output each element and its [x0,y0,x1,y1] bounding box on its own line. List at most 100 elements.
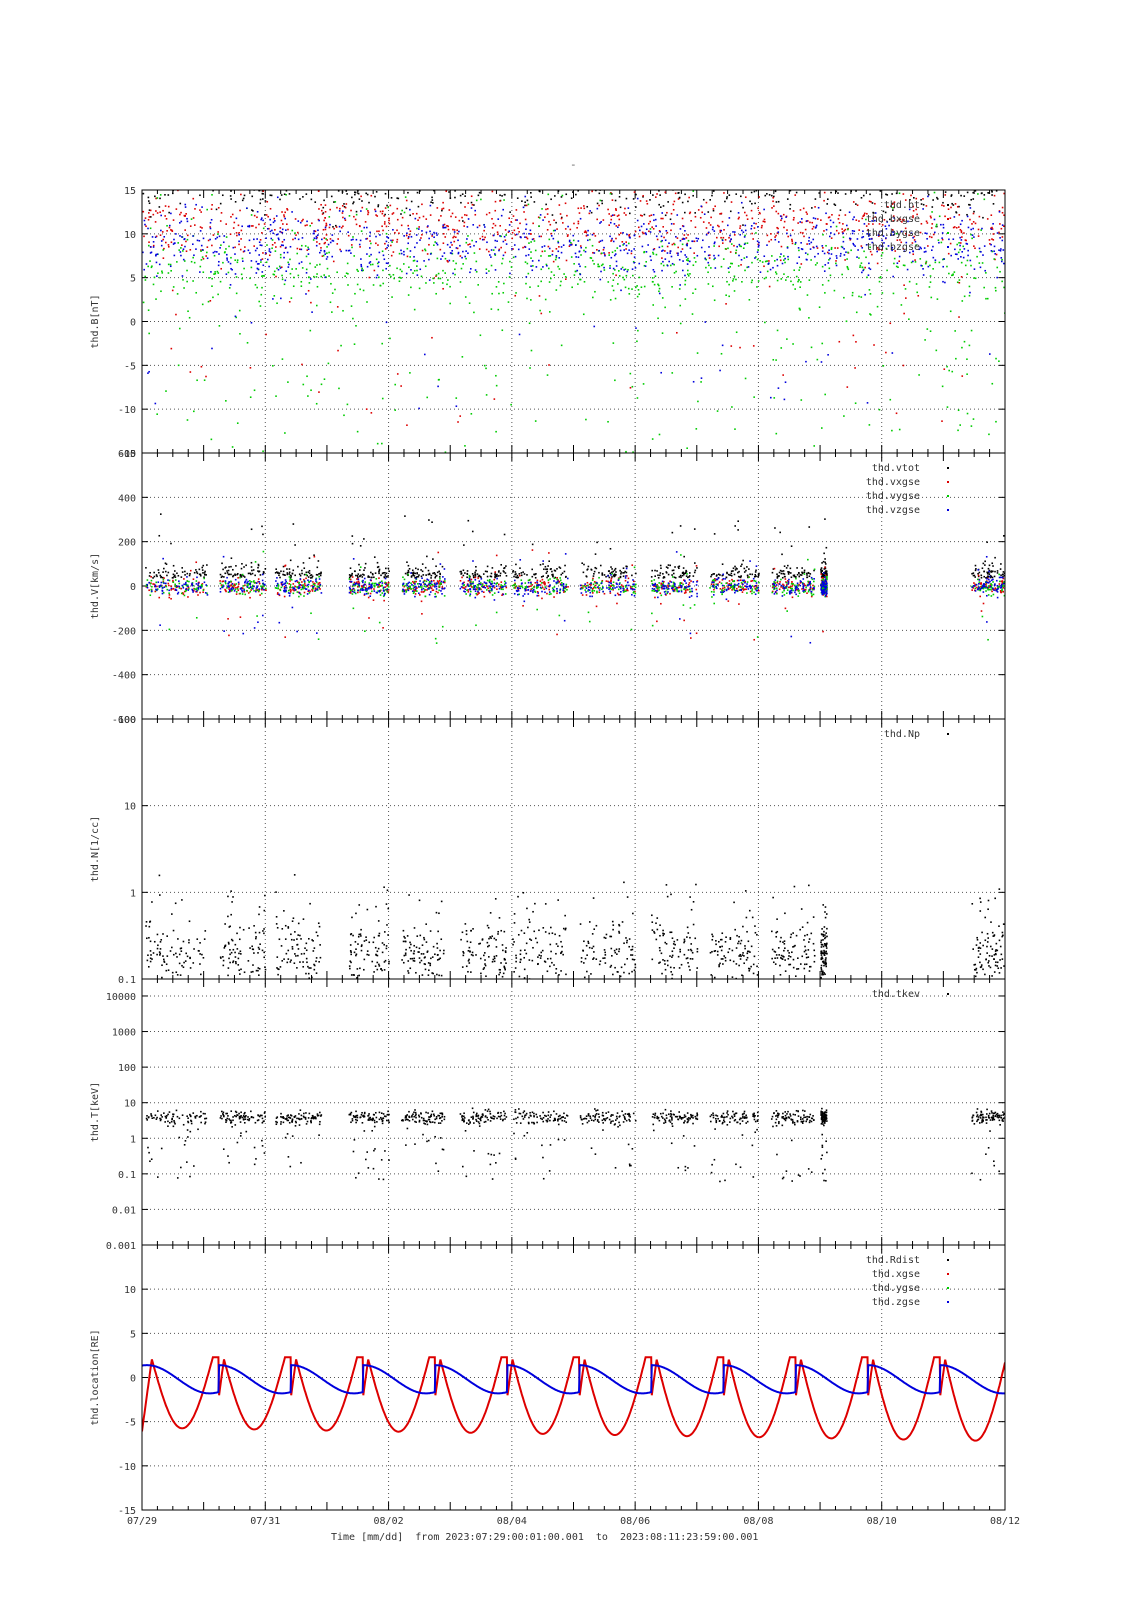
point-thd.bzgse [201,249,204,251]
point-thd.bxgse [960,231,963,234]
point-thd.bt [428,181,430,183]
point-thd.bygse [612,342,615,344]
point-thd.bygse [206,251,208,254]
point-thd.bt [955,211,958,214]
point-thd.bzgse [620,289,622,292]
point-thd.bt [397,197,400,200]
point-thd.bxgse [889,322,892,325]
point-thd.bzgse [218,235,221,238]
point-thd.bzgse [871,241,874,244]
point-thd.bt [264,200,267,202]
point-thd.bt [332,226,334,228]
point-thd.bt [936,198,939,200]
point-thd.bzgse [423,353,426,356]
point-thd.bygse [679,304,682,307]
point-thd.bt [460,201,462,204]
point-thd.bxgse [772,200,774,203]
point-thd.bt [991,191,993,193]
point-thd.bzgse [959,236,961,239]
point-thd.bxgse [961,375,964,377]
point-thd.bzgse [781,262,784,265]
point-thd.bt [352,201,355,203]
point-thd.bxgse [930,236,933,239]
point-thd.bxgse [708,222,710,224]
point-thd.bt [795,191,798,194]
point-thd.vtot [657,577,660,579]
point-thd.bxgse [901,221,903,223]
point-thd.bygse [585,246,587,249]
point-thd.bzgse [298,262,301,265]
point-thd.bygse [898,192,901,195]
point-thd.bt [884,211,887,214]
point-thd.vxgse [384,586,387,588]
point-thd.vtot [778,571,781,574]
point-thd.bygse [728,295,730,298]
point-thd.bxgse [219,220,222,222]
point-thd.bt [515,185,517,187]
point-thd.bygse [471,239,473,242]
point-thd.bt [454,181,456,183]
point-thd.bxgse [618,224,620,226]
point-thd.bxgse [912,205,914,208]
point-thd.bygse [935,225,937,228]
point-thd.bzgse [920,247,922,250]
point-thd.bxgse [791,238,793,241]
point-thd.bxgse [770,233,772,235]
point-thd.bygse [985,297,987,300]
point-thd.bygse [773,260,776,262]
point-thd.bzgse [179,222,181,224]
point-thd.bygse [283,283,286,286]
point-thd.bxgse [175,208,178,210]
point-thd.vtot [491,567,494,569]
point-thd.bt [604,181,606,183]
point-thd.vtot [774,527,776,529]
point-thd.vtot [784,575,786,578]
point-thd.bygse [485,367,487,370]
point-thd.bxgse [681,186,683,188]
point-thd.bt [663,181,665,183]
point-thd.bxgse [456,247,459,250]
point-thd.bt [431,199,434,201]
point-thd.bzgse [898,255,901,258]
point-thd.bxgse [676,252,678,255]
point-thd.bt [901,185,903,187]
point-thd.bygse [642,383,645,385]
point-thd.bzgse [882,235,885,237]
point-thd.bzgse [853,244,855,246]
point-thd.bzgse [266,227,269,230]
point-thd.bygse [193,261,196,264]
point-thd.bygse [162,249,165,251]
point-thd.bxgse [494,200,497,203]
point-thd.bt [476,181,478,183]
panel-2: 6004002000-200-400-600thd.V[km/s]thd.vto… [90,449,1006,726]
point-thd.vtot [384,574,387,576]
point-thd.bt [696,181,698,183]
point-thd.bxgse [537,216,540,219]
point-thd.bygse [544,298,547,301]
point-thd.bt [251,209,253,211]
point-thd.bt [562,186,564,188]
point-thd.vxgse [443,580,445,583]
point-thd.vtot [999,568,1002,570]
point-thd.bzgse [695,237,698,240]
point-thd.bt [881,181,883,183]
point-thd.bzgse [805,360,807,363]
legend-label: thd.bxgse [866,214,920,225]
point-thd.vxgse [233,583,236,586]
point-thd.bxgse [721,220,724,223]
point-thd.bt [704,181,706,183]
point-thd.vxgse [416,587,418,589]
point-thd.vxgse [379,585,381,587]
point-thd.bt [438,181,440,183]
point-thd.bxgse [817,218,819,220]
point-thd.vxgse [349,591,352,594]
point-thd.bygse [696,352,699,354]
point-thd.bxgse [162,238,165,241]
point-thd.bxgse [615,274,617,277]
point-thd.bt [235,184,237,186]
point-thd.vxgse [261,588,263,591]
point-thd.bzgse [714,267,717,269]
point-thd.bygse [376,262,379,265]
point-thd.vtot [563,570,566,573]
point-thd.bxgse [485,213,488,216]
